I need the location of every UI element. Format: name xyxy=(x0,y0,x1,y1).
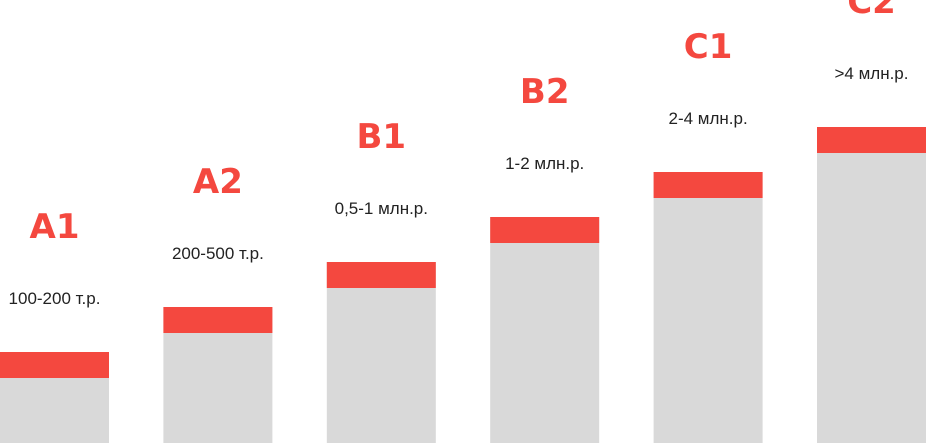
level-label-b2: B2 xyxy=(520,72,570,112)
bar-b2 xyxy=(490,217,600,443)
range-label-b1: 0,5-1 млн.р. xyxy=(335,199,428,218)
range-label-c2: >4 млн.р. xyxy=(834,64,908,83)
level-label-a1: A1 xyxy=(30,207,80,247)
range-label-c1: 2-4 млн.р. xyxy=(668,109,747,128)
level-label-b1: B1 xyxy=(357,117,407,157)
bar-cap-b1 xyxy=(326,262,436,288)
range-label-a2: 200-500 т.р. xyxy=(172,244,264,263)
level-label-c2: C2 xyxy=(847,0,896,22)
bar-cap-a1 xyxy=(0,352,109,378)
level-label-c1: C1 xyxy=(684,27,733,67)
level-label-a2: A2 xyxy=(193,162,243,202)
range-label-b2: 1-2 млн.р. xyxy=(505,154,584,173)
bar-c1 xyxy=(653,172,763,443)
range-label-a1: 100-200 т.р. xyxy=(9,289,101,308)
bar-cap-a2 xyxy=(163,307,273,333)
bar-cap-c2 xyxy=(817,127,926,153)
bar-cap-b2 xyxy=(490,217,600,243)
bar-c2 xyxy=(817,127,926,443)
bar-b1 xyxy=(326,262,436,443)
bar-cap-c1 xyxy=(653,172,763,198)
